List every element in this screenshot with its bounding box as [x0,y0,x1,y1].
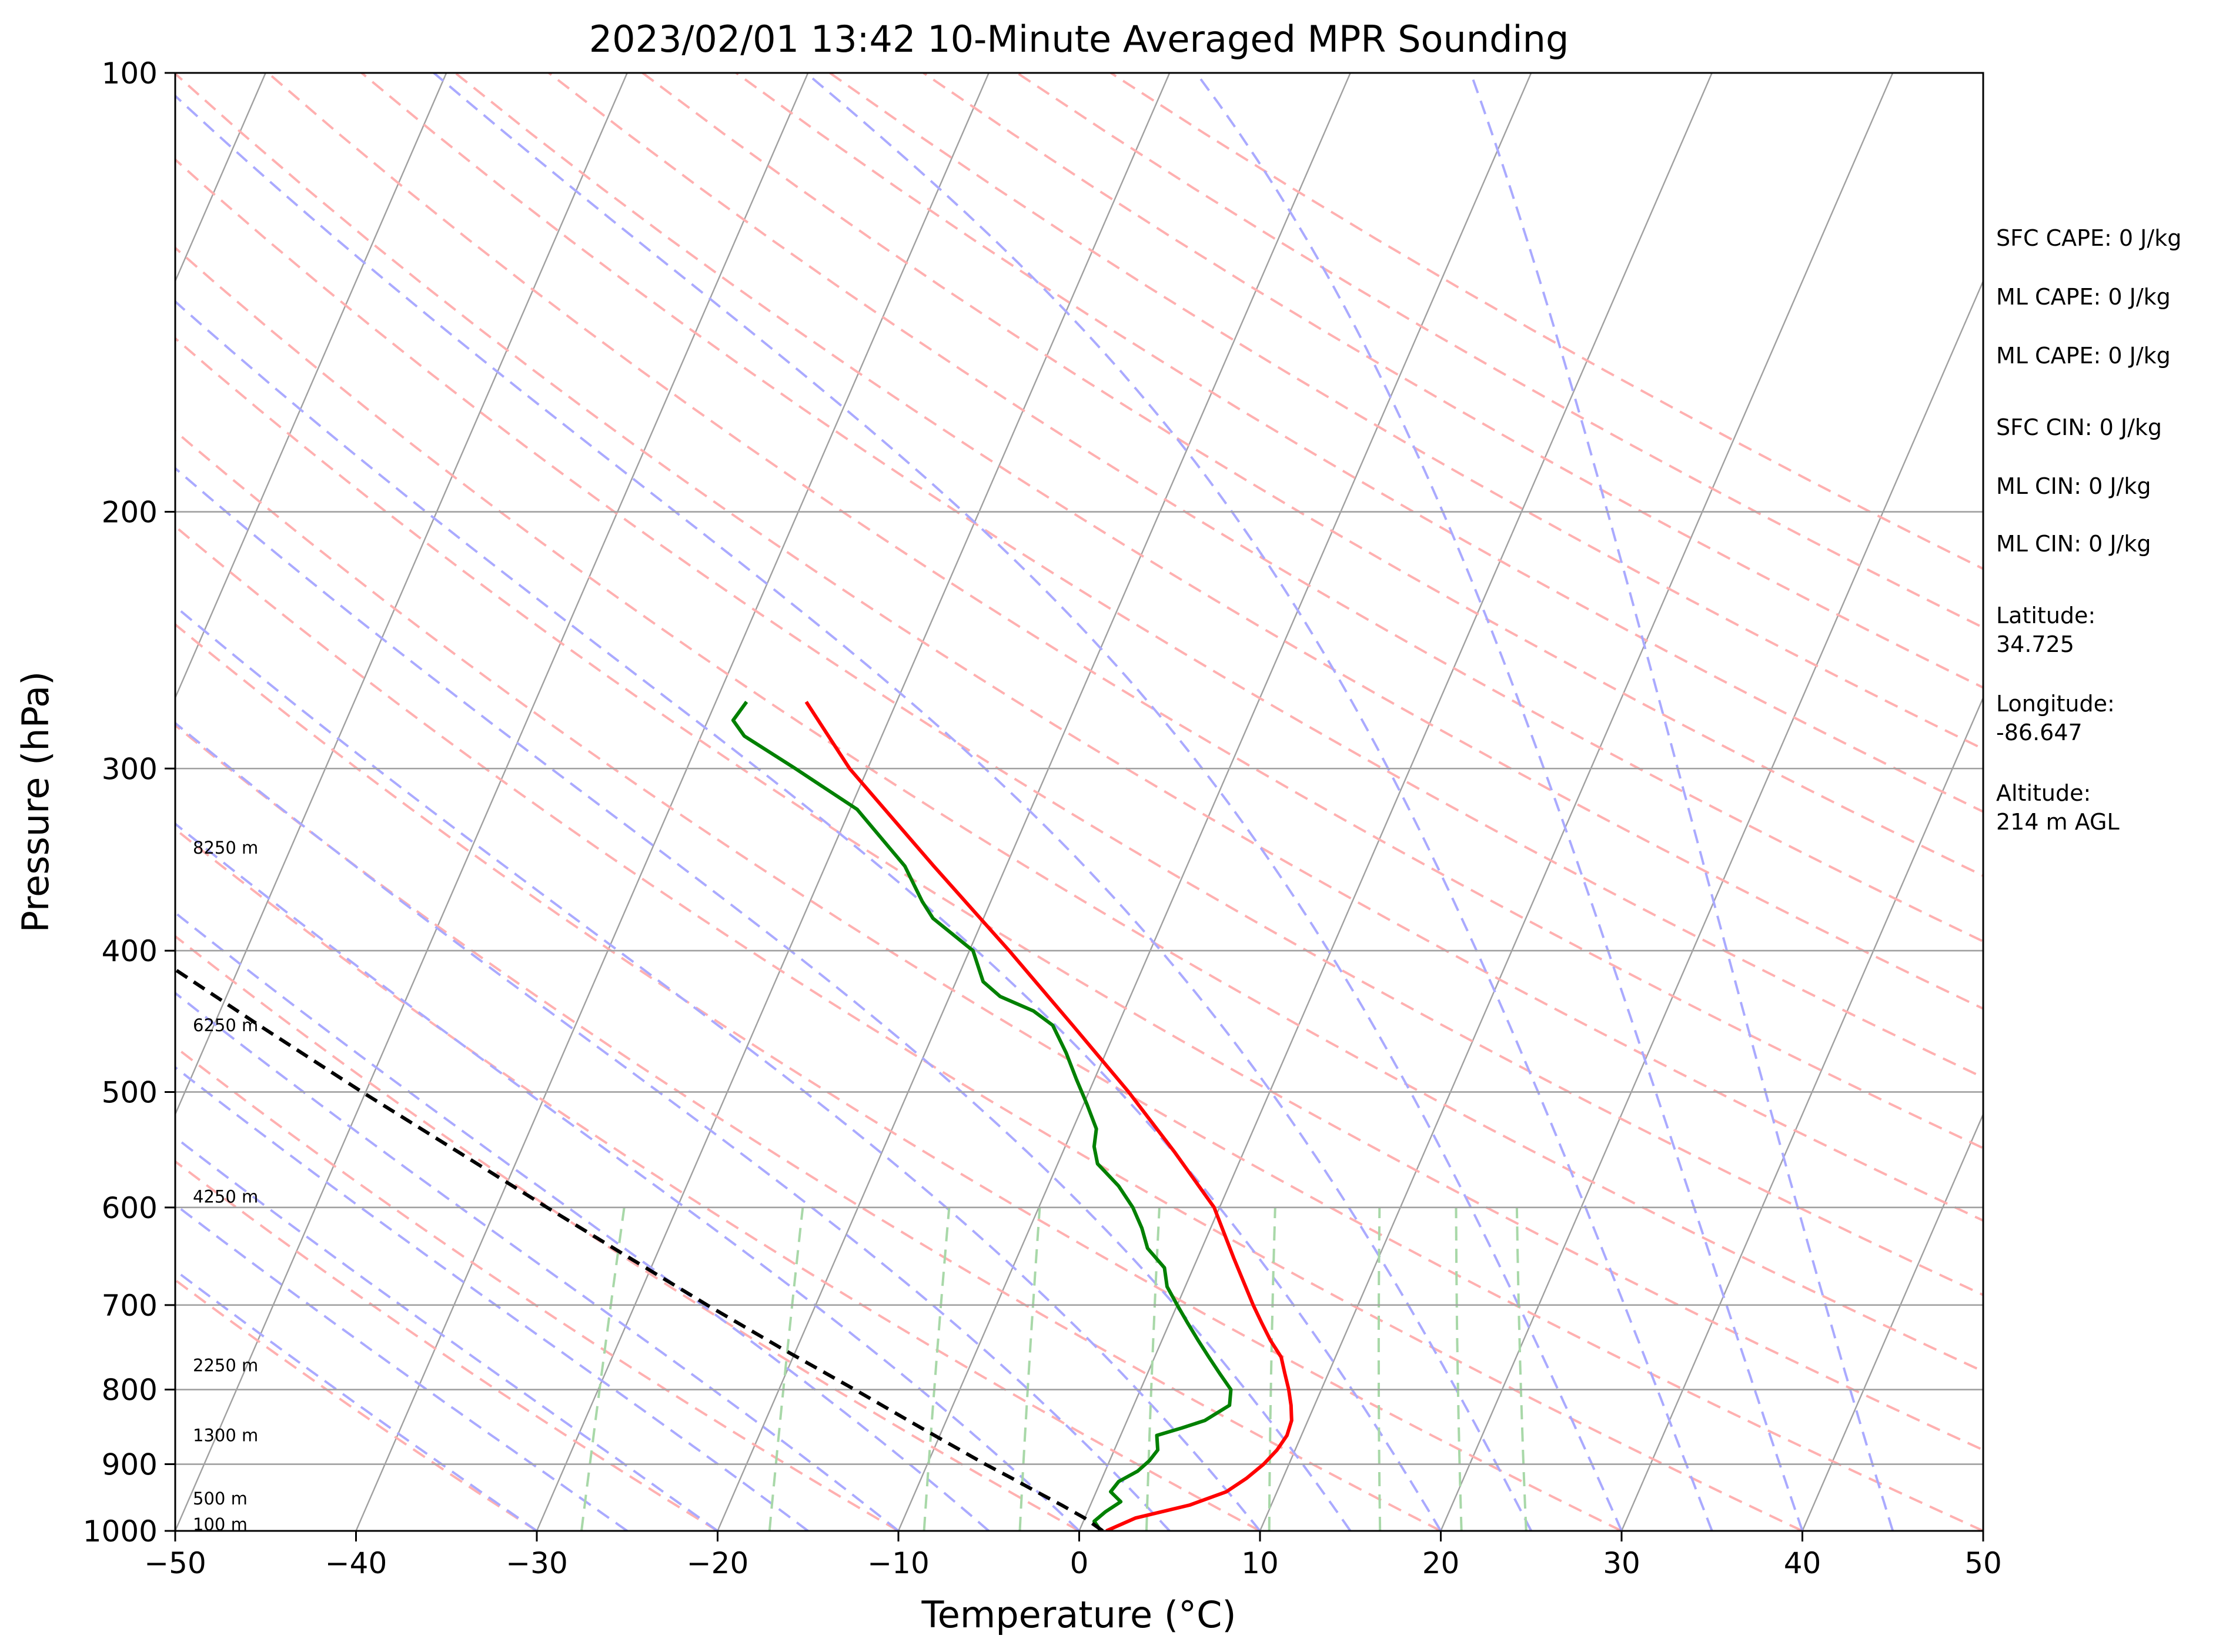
dry-adiabat-line [175,429,1983,1531]
dry-adiabat-line [829,73,1983,751]
y-tick-label: 500 [102,1075,158,1109]
dewpoint-line [731,701,1233,1531]
y-tick-label: 900 [102,1448,158,1482]
y-axis-label: Pressure (hPa) [14,671,57,933]
moist-adiabat-line [433,73,1623,1531]
isotherm-line [1078,73,1713,1531]
dry-adiabat-line [175,1045,900,1531]
dry-adiabat-line [641,73,1983,877]
side-panel-text: Latitude: [1996,603,2095,628]
x-axis-ticks: −50 −40 −30 −20 −10 0 10 20 30 40 50 [144,1531,2002,1580]
x-tick-label: −30 [506,1546,568,1580]
y-tick-label: 700 [102,1289,158,1323]
dry-adiabat-line [175,158,1983,1296]
moist-adiabat-line [175,822,1080,1531]
isotherm-line [355,73,990,1531]
height-label: 4250 m [193,1187,258,1207]
y-tick-label: 400 [102,934,158,968]
y-tick-label: 200 [102,496,158,530]
temperature-line [804,701,1294,1531]
x-tick-label: −40 [325,1546,387,1580]
x-tick-label: −10 [867,1546,930,1580]
dry-adiabat-line [175,1278,538,1531]
dry-adiabat-line [454,73,1983,1010]
x-tick-label: −20 [687,1546,749,1580]
moist-adiabat-line [175,94,1533,1531]
sounding-series [175,701,1294,1531]
side-panel-text: Altitude: [1996,780,2091,806]
dry-adiabat-line [175,623,1622,1531]
parcel-line [175,967,1104,1531]
height-label: 1300 m [193,1426,258,1446]
moist-adiabat-line [175,466,1352,1531]
isotherm-line [717,73,1351,1531]
isotherm-line [175,73,447,700]
mixing-ratio-line [1377,1207,1382,1531]
y-tick-label: 1000 [83,1514,158,1549]
moist-adiabat-line [175,1269,538,1531]
y-tick-label: 800 [102,1373,158,1407]
side-panel-text: 214 m AGL [1996,809,2120,835]
reference-lines [175,73,1983,1531]
height-label: 500 m [193,1489,248,1509]
isobar-gridlines [175,73,1983,1531]
dry-adiabat-line [360,73,1983,1079]
side-panel-text: ML CIN: 0 J/kg [1996,531,2151,557]
y-tick-label: 100 [102,56,158,91]
x-tick-label: 30 [1603,1546,1640,1580]
moist-adiabat-line [175,991,900,1531]
side-panel-text: -86.647 [1996,720,2083,745]
side-panel-text: ML CAPE: 0 J/kg [1996,343,2171,369]
dry-adiabat-line [175,73,1983,1222]
dry-adiabat-line [175,724,1442,1531]
moist-adiabat-line [175,604,1261,1531]
side-panel-text: SFC CAPE: 0 J/kg [1996,225,2181,251]
moist-adiabat-line [1195,73,1804,1531]
side-panel-text: ML CAPE: 0 J/kg [1996,284,2171,310]
y-axis-ticks: 100 200 300 400 500 600 700 800 900 1000 [83,56,175,1549]
dry-adiabat-line [175,935,1080,1531]
dry-adiabat-line [175,827,1261,1531]
x-tick-label: 10 [1241,1546,1279,1580]
dry-adiabat-line [175,524,1803,1531]
height-label: 8250 m [193,838,258,858]
side-panel-text: 34.725 [1996,631,2074,657]
x-tick-label: −50 [144,1546,206,1580]
isotherm-line [897,73,1532,1531]
side-panel: SFC CAPE: 0 J/kg ML CAPE: 0 J/kg ML CAPE: … [1996,225,2181,835]
isotherm-line [1440,279,1983,1531]
isotherm-line [536,73,1171,1531]
isotherm-line [1259,73,1894,1531]
y-tick-label: 600 [102,1191,158,1225]
isotherm-line [1620,695,1983,1531]
moist-adiabat-line [805,73,1713,1531]
x-tick-label: 50 [1964,1546,2002,1580]
dry-adiabat-line [175,246,1983,1373]
moist-adiabat-line [175,300,1442,1531]
chart-title: 2023/02/01 13:42 10-Minute Averaged MPR … [589,18,1569,61]
moist-adiabat-line [175,911,990,1531]
isotherm-line [1801,1112,1983,1531]
x-tick-label: 0 [1070,1546,1089,1580]
moist-adiabat-line [175,721,1171,1531]
height-label: 2250 m [193,1355,258,1375]
isotherm-line [175,73,809,1531]
isotherm-line [175,73,628,1116]
y-tick-label: 300 [102,752,158,786]
x-tick-label: 40 [1784,1546,1821,1580]
x-tick-label: 20 [1422,1546,1460,1580]
dry-adiabat-line [175,1160,718,1531]
side-panel-text: Longitude: [1996,691,2115,717]
side-panel-text: SFC CIN: 0 J/kg [1996,414,2162,440]
moist-adiabat-line [175,1203,628,1531]
side-panel-text: ML CIN: 0 J/kg [1996,473,2151,499]
dry-adiabat-line [175,336,1983,1452]
x-axis-label: Temperature (°C) [921,1593,1236,1636]
